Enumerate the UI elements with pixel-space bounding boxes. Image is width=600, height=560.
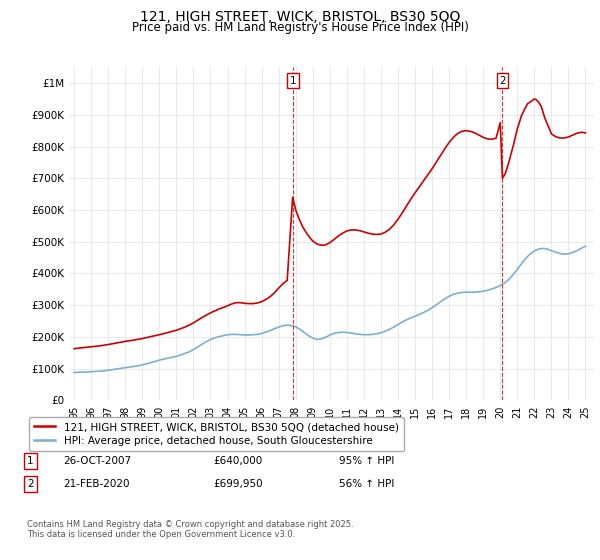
Text: 2: 2 [499,76,506,86]
Text: £640,000: £640,000 [213,456,262,466]
Text: 2: 2 [27,479,34,489]
Legend: 121, HIGH STREET, WICK, BRISTOL, BS30 5QQ (detached house), HPI: Average price, : 121, HIGH STREET, WICK, BRISTOL, BS30 5Q… [29,417,404,451]
Text: 26-OCT-2007: 26-OCT-2007 [63,456,131,466]
Text: £699,950: £699,950 [213,479,263,489]
Text: 121, HIGH STREET, WICK, BRISTOL, BS30 5QQ: 121, HIGH STREET, WICK, BRISTOL, BS30 5Q… [140,10,460,24]
Text: 95% ↑ HPI: 95% ↑ HPI [339,456,394,466]
Text: Price paid vs. HM Land Registry's House Price Index (HPI): Price paid vs. HM Land Registry's House … [131,21,469,34]
Text: 56% ↑ HPI: 56% ↑ HPI [339,479,394,489]
Text: 1: 1 [27,456,34,466]
Text: Contains HM Land Registry data © Crown copyright and database right 2025.
This d: Contains HM Land Registry data © Crown c… [27,520,353,539]
Text: 21-FEB-2020: 21-FEB-2020 [63,479,130,489]
Text: 1: 1 [289,76,296,86]
